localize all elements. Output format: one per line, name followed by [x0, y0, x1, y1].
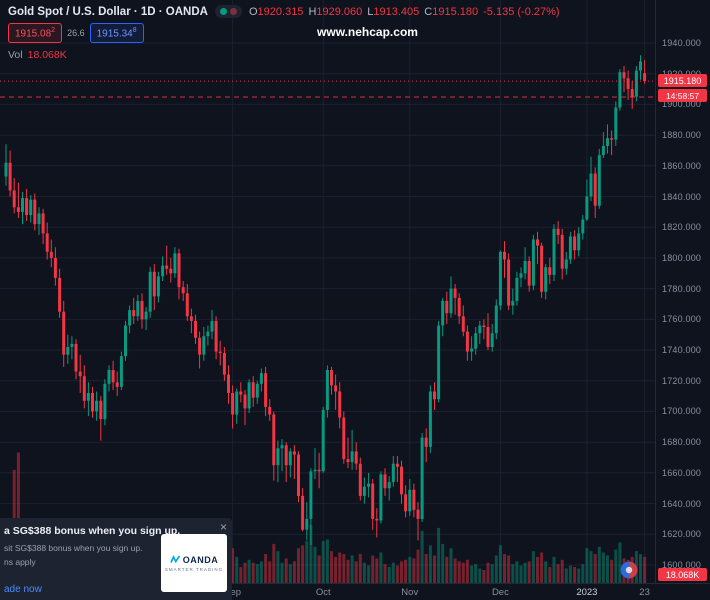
price-axis-label: 1900.000 — [662, 99, 702, 110]
close-value: 1915.180 — [432, 5, 479, 18]
price-axis-label: 1720.000 — [662, 375, 702, 386]
price-axis-label: 1640.000 — [662, 498, 702, 509]
price-chart-canvas[interactable] — [0, 0, 655, 583]
price-axis-label: 1600.000 — [662, 559, 702, 570]
price-axis[interactable]: 1940.0001920.0001900.0001880.0001860.000… — [655, 0, 710, 583]
ad-subtext: sit SG$388 bonus when you sign up. — [4, 543, 143, 553]
time-axis-label: Dec — [491, 587, 509, 598]
ad-headline: a SG$388 bonus when you sign up. — [4, 525, 181, 537]
current-price-badge: 1915.180 — [658, 73, 707, 87]
broker-logo-icon[interactable] — [620, 561, 638, 584]
volume-label: Vol — [8, 49, 23, 62]
price-axis-label: 1940.000 — [662, 38, 702, 48]
price-axis-label: 1760.000 — [662, 314, 702, 325]
ad-terms: ns apply — [4, 557, 36, 567]
volume-value: 18.068K — [27, 49, 67, 62]
price-axis-label: 1840.000 — [662, 191, 702, 202]
time-axis-label: 23 — [639, 587, 650, 598]
open-value: 1920.315 — [257, 5, 304, 18]
low-value: 1913.405 — [373, 5, 420, 18]
advertiser-tagline: SMARTER TRADING — [164, 567, 224, 572]
time-axis-label: Nov — [401, 587, 419, 598]
sell-button[interactable]: 1915.082 — [8, 23, 63, 44]
price-axis-label: 1700.000 — [662, 406, 702, 417]
price-axis-label: 1780.000 — [662, 283, 702, 294]
ohlc-readout: O1920.315 H1929.060 L1913.405 C1915.180 … — [248, 5, 560, 18]
price-axis-label: 1620.000 — [662, 529, 702, 540]
advertiser-card[interactable]: OANDA SMARTER TRADING — [161, 534, 227, 592]
time-axis-label: Oct — [315, 587, 331, 598]
price-axis-label: 1680.000 — [662, 437, 702, 448]
symbol-title[interactable]: Gold Spot / U.S. Dollar · 1D · OANDA — [8, 5, 208, 18]
price-axis-label: 1740.000 — [662, 345, 702, 356]
price-axis-label: 1800.000 — [662, 252, 702, 263]
ad-banner[interactable]: × a SG$388 bonus when you sign up. sit S… — [0, 518, 232, 600]
price-axis-label: 1660.000 — [662, 467, 702, 478]
advertiser-name: OANDA — [182, 554, 219, 565]
status-dot-red-icon — [229, 8, 237, 15]
spread-value: 26.6 — [67, 28, 85, 39]
watermark-text: www.nehcap.com — [317, 25, 418, 39]
ad-cta-link[interactable]: ade now — [4, 584, 42, 595]
price-axis-label: 1880.000 — [662, 130, 702, 141]
volume-readout: Vol 18.068K — [8, 49, 560, 61]
oanda-logo-icon — [169, 555, 180, 564]
price-axis-label: 1860.000 — [662, 160, 702, 171]
price-axis-label: 1820.000 — [662, 222, 702, 233]
change-value: -5.135 (-0.27%) — [483, 5, 560, 18]
close-icon[interactable]: × — [219, 520, 227, 534]
time-axis-label: 2023 — [576, 587, 598, 598]
status-dot-green-icon — [219, 8, 227, 15]
chart-legend: Gold Spot / U.S. Dollar · 1D · OANDA O19… — [8, 5, 560, 61]
market-status-dots[interactable] — [214, 5, 242, 18]
time-axis-label: Sep — [224, 587, 242, 598]
bar-countdown-badge: 14:58:57 — [658, 88, 707, 102]
buy-button[interactable]: 1915.348 — [89, 23, 144, 44]
volume-axis-badge: 18.068K — [658, 568, 707, 581]
high-value: 1929.060 — [316, 5, 363, 18]
